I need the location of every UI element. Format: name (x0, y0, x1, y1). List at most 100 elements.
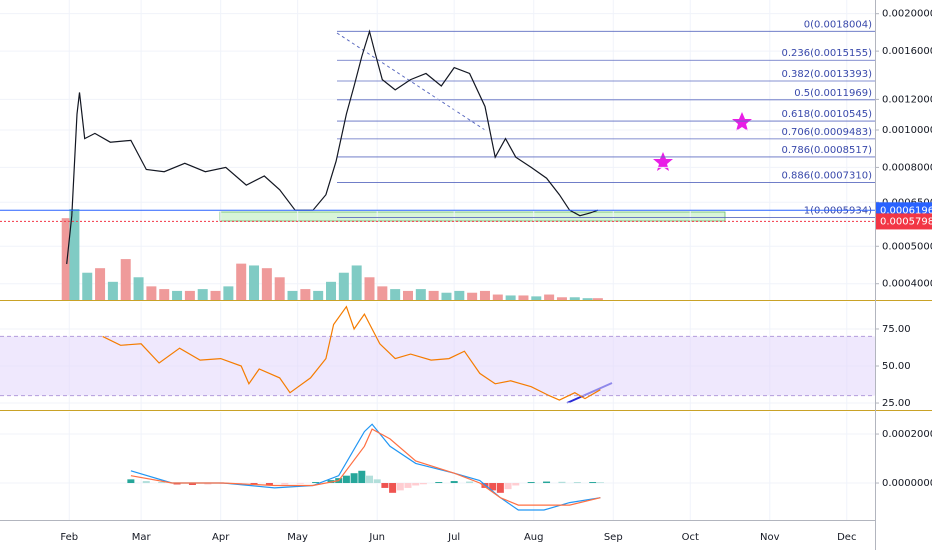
fib-label: 0(0.0018004) (804, 19, 872, 30)
volume-bar (172, 290, 183, 300)
fib-label: 0.706(0.0009483) (781, 127, 872, 138)
x-tick-label: Feb (60, 532, 78, 543)
volume-bar (159, 289, 170, 300)
y-tick-label: 0.0005000 (882, 241, 932, 252)
x-tick-label: Dec (837, 532, 856, 543)
volume-bar (300, 289, 311, 300)
volume-bar (133, 277, 144, 300)
histogram-bar (296, 483, 304, 484)
histogram-bar (373, 479, 381, 484)
series-line (102, 305, 601, 401)
histogram-bar (466, 481, 474, 484)
price-label-box (876, 213, 932, 230)
y-tick-label: 0.0020000 (882, 9, 932, 20)
y-tick-label: 0.0008000 (882, 162, 932, 173)
x-tick-label: Jul (447, 532, 460, 543)
volume-bar (82, 272, 93, 300)
series-line (66, 29, 599, 265)
histogram-bar (558, 481, 566, 484)
histogram-bar (358, 470, 366, 484)
volume-bar (146, 286, 157, 300)
volume-bar (441, 292, 452, 300)
histogram-bar (188, 483, 196, 485)
volume-bar (492, 294, 503, 300)
fib-label: 0.382(0.0013393) (781, 69, 872, 80)
histogram-bar (504, 483, 512, 490)
volume-bar (95, 268, 106, 300)
volume-bar (592, 298, 603, 300)
histogram-bar (435, 482, 443, 484)
histogram-bar (596, 482, 604, 484)
y-tick-label: 0.0012000 (882, 94, 932, 105)
volume-bar (184, 290, 195, 300)
histogram-bar (142, 481, 150, 484)
histogram-bar (389, 483, 397, 493)
y-tick-label: 0.0000000 (882, 478, 932, 489)
x-tick-label: Nov (760, 532, 780, 543)
histogram-bar (158, 482, 166, 484)
support-zone (219, 211, 726, 222)
volume-bar (428, 290, 439, 300)
histogram-bar (281, 483, 289, 485)
volume-bar (479, 290, 490, 300)
volume-bar (390, 289, 401, 300)
volume-bar (197, 289, 208, 300)
y-tick-label: 50.00 (882, 361, 911, 372)
fib-label: 0.786(0.0008517) (781, 145, 872, 156)
star-marker (653, 152, 673, 171)
volume-bar (402, 290, 413, 300)
x-tick-label: May (287, 532, 308, 543)
fib-label: 1(0.0005934) (804, 206, 872, 217)
volume-bar (556, 297, 567, 300)
histogram-bar (527, 482, 535, 484)
volume-bar (236, 263, 247, 300)
volume-bar (313, 290, 324, 300)
x-tick-label: Oct (682, 532, 699, 543)
histogram-bar (265, 483, 273, 485)
histogram-bar (396, 483, 404, 491)
histogram-bar (543, 481, 551, 484)
volume-bar (505, 295, 516, 300)
histogram-bar (573, 482, 581, 484)
histogram-bar (404, 483, 412, 488)
y-tick-label: 0.0010000 (882, 125, 932, 136)
volume-bar (120, 259, 131, 300)
volume-bar (454, 290, 465, 300)
histogram-bar (450, 481, 458, 484)
histogram-bar (127, 479, 135, 484)
volume-bar (338, 272, 349, 300)
volume-bar (326, 281, 337, 300)
price-label: 0.0006196 (880, 205, 932, 216)
fib-label: 0.886(0.0007310) (781, 171, 872, 182)
volume-bar (261, 268, 272, 300)
x-tick-label: Jun (368, 532, 385, 543)
price-label: 0.0005798 (880, 216, 932, 227)
volume-bar (69, 209, 80, 300)
series-line (130, 428, 601, 506)
fib-label: 0.5(0.0011969) (794, 88, 872, 99)
volume-bar (223, 286, 234, 300)
volume-bar (107, 281, 118, 300)
volume-bar (544, 294, 555, 300)
volume-bar (377, 286, 388, 300)
volume-bar (467, 292, 478, 300)
volume-bar (415, 289, 426, 300)
volume-bar (351, 265, 362, 300)
histogram-bar (412, 483, 420, 486)
histogram-bar (204, 483, 212, 485)
rsi-band (0, 336, 875, 396)
x-tick-label: Mar (132, 532, 152, 543)
volume-bar (249, 265, 260, 300)
histogram-bar (589, 482, 597, 484)
volume-bar (274, 277, 285, 300)
y-tick-label: 25.00 (882, 398, 911, 409)
volume-bar (582, 298, 593, 300)
histogram-bar (342, 475, 350, 484)
y-tick-label: 75.00 (882, 324, 911, 335)
histogram-bar (419, 483, 427, 485)
volume-bar (518, 295, 529, 300)
series-line (130, 423, 601, 511)
volume-bar (210, 290, 221, 300)
